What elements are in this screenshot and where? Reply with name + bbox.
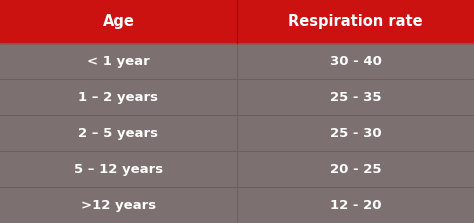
- Text: 1 – 2 years: 1 – 2 years: [79, 91, 158, 104]
- Text: 30 - 40: 30 - 40: [329, 55, 382, 68]
- Text: >12 years: >12 years: [81, 198, 156, 212]
- Text: < 1 year: < 1 year: [87, 55, 150, 68]
- Bar: [0, 0, 474, 43]
- Text: Age: Age: [102, 14, 135, 29]
- Text: Respiration rate: Respiration rate: [288, 14, 423, 29]
- Text: 12 - 20: 12 - 20: [330, 198, 381, 212]
- Text: 25 - 35: 25 - 35: [330, 91, 381, 104]
- Text: 2 – 5 years: 2 – 5 years: [79, 127, 158, 140]
- Text: 25 - 30: 25 - 30: [330, 127, 381, 140]
- Text: 5 – 12 years: 5 – 12 years: [74, 163, 163, 176]
- Text: 20 - 25: 20 - 25: [330, 163, 381, 176]
